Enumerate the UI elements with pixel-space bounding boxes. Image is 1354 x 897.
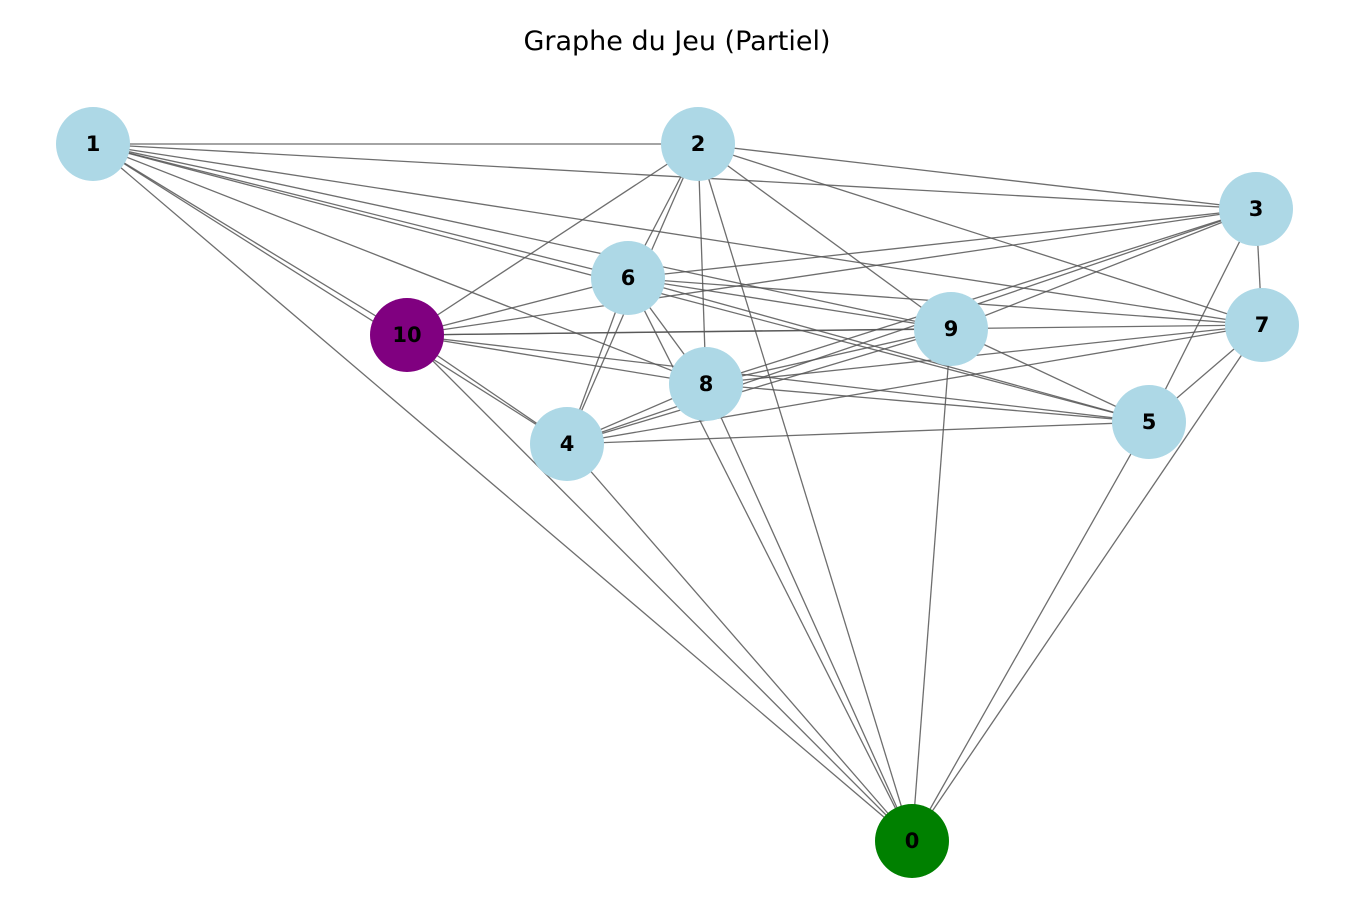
node-0: 0 [875, 804, 949, 878]
edge-1-6 [92, 143, 629, 279]
node-label-3: 3 [1249, 197, 1264, 221]
node-6: 6 [591, 241, 665, 315]
node-label-4: 4 [560, 432, 575, 456]
edge-3-6 [627, 208, 1257, 279]
edge-9-0 [911, 328, 952, 842]
node-circle-10 [370, 298, 444, 372]
edge-1-3 [92, 143, 1257, 210]
node-label-0: 0 [905, 829, 920, 853]
edge-2-0 [697, 143, 913, 842]
node-1: 1 [56, 107, 130, 181]
node-4: 4 [530, 407, 604, 481]
node-circle-7 [1225, 288, 1299, 362]
edge-1-10 [92, 143, 408, 336]
edge-6-5 [627, 277, 1150, 423]
graph-title: Graphe du Jeu (Partiel) [523, 26, 831, 57]
node-label-2: 2 [691, 132, 706, 156]
edge-6-9 [627, 277, 952, 330]
edge-9-4 [566, 328, 952, 445]
node-circle-5 [1112, 385, 1186, 459]
node-circle-3 [1219, 172, 1293, 246]
edge-2-9 [697, 143, 952, 330]
node-5: 5 [1112, 385, 1186, 459]
edge-1-7 [92, 143, 1263, 326]
node-label-10: 10 [392, 323, 421, 347]
node-9: 9 [914, 292, 988, 366]
edge-7-8 [705, 324, 1263, 385]
node-circle-1 [56, 107, 130, 181]
edge-3-10 [406, 208, 1257, 336]
node-circle-9 [914, 292, 988, 366]
node-label-8: 8 [699, 372, 714, 396]
edge-1-0 [92, 143, 913, 842]
node-circle-4 [530, 407, 604, 481]
edge-6-0 [627, 277, 913, 842]
edge-10-7 [406, 324, 1263, 336]
edge-4-5 [566, 421, 1150, 445]
node-circle-0 [875, 804, 949, 878]
nodes-layer: 0 1 2 3 4 5 6 7 8 9 10 [56, 107, 1299, 878]
node-label-5: 5 [1142, 410, 1157, 434]
edge-8-0 [705, 383, 913, 842]
edge-3-5 [1148, 208, 1257, 423]
edge-1-4 [92, 143, 568, 445]
edge-8-5 [705, 383, 1150, 423]
edge-4-0 [566, 443, 913, 842]
node-label-9: 9 [944, 317, 959, 341]
edge-1-9 [92, 143, 952, 330]
edge-7-0 [911, 324, 1263, 842]
edge-5-0 [911, 421, 1150, 842]
node-circle-8 [669, 347, 743, 421]
node-label-7: 7 [1255, 313, 1270, 337]
edge-3-9 [950, 208, 1257, 330]
edge-9-8 [705, 328, 952, 385]
edge-7-4 [566, 324, 1263, 445]
edge-2-7 [697, 143, 1263, 326]
node-label-6: 6 [621, 266, 636, 290]
edge-2-8 [697, 143, 707, 385]
node-circle-2 [661, 107, 735, 181]
node-2: 2 [661, 107, 735, 181]
node-10: 10 [370, 298, 444, 372]
edge-3-8 [705, 208, 1257, 385]
node-7: 7 [1225, 288, 1299, 362]
edge-10-0 [406, 334, 913, 842]
edge-10-5 [406, 334, 1150, 423]
edge-10-8 [406, 334, 707, 385]
node-8: 8 [669, 347, 743, 421]
edge-2-10 [406, 143, 699, 336]
node-circle-6 [591, 241, 665, 315]
edge-6-10 [406, 277, 629, 336]
edges-layer [92, 143, 1263, 842]
node-label-1: 1 [86, 132, 101, 156]
edge-2-3 [697, 143, 1257, 210]
node-3: 3 [1219, 172, 1293, 246]
